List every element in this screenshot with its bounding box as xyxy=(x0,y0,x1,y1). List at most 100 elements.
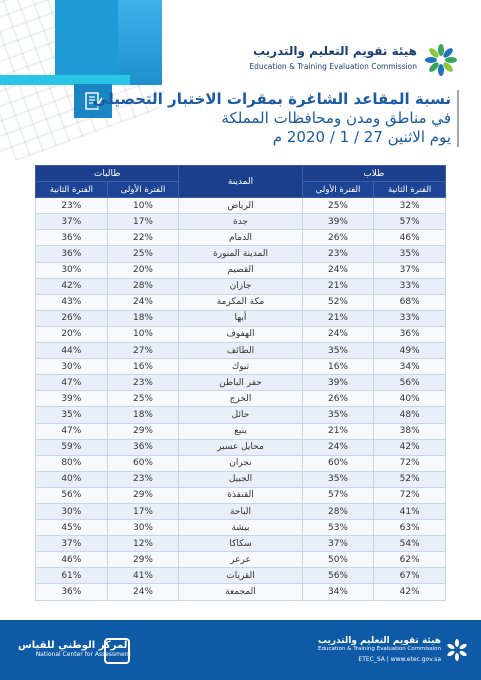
female-period2-cell: 42% xyxy=(35,277,108,295)
female-period2-cell: 30% xyxy=(35,502,108,521)
cyan-bar xyxy=(0,75,130,85)
table-row: 37% 12% سكاكا 37% 54% xyxy=(35,535,446,553)
title-line-3: يوم الاثنين 27 / 1 / 2020 م xyxy=(272,128,451,146)
male-period2-cell: 68% xyxy=(373,293,446,311)
male-period1-cell: 26% xyxy=(301,229,375,247)
female-period1-cell: 28% xyxy=(106,277,180,295)
male-period1-cell: 35% xyxy=(301,406,375,424)
male-period1-cell: 35% xyxy=(301,342,375,360)
female-period1-cell: 18% xyxy=(106,406,180,424)
female-period1-cell: 10% xyxy=(106,197,180,215)
title-line-1: نسبة المقاعد الشاغرة بمقرات الاختبار الت… xyxy=(92,90,451,108)
city-cell: أبها xyxy=(178,309,303,327)
table-row: 35% 18% حائل 35% 48% xyxy=(35,406,446,424)
table-row: 36% 24% المجمعة 34% 42% xyxy=(35,583,446,601)
vacancy-table: طالبات المدينة طلاب الفترة الثانية الفتر… xyxy=(34,164,447,601)
male-period2-cell: 54% xyxy=(373,535,446,553)
female-period2-cell: 36% xyxy=(35,583,108,601)
male-period1-cell: 35% xyxy=(301,470,375,488)
page-title: نسبة المقاعد الشاغرة بمقرات الاختبار الت… xyxy=(92,90,459,147)
table-row: 42% 28% جازان 21% 33% xyxy=(35,277,446,295)
male-period1-cell: 39% xyxy=(301,374,375,392)
table-row: 40% 23% الجبيل 35% 52% xyxy=(35,470,446,488)
male-period2-cell: 33% xyxy=(373,309,446,327)
document-icon xyxy=(74,84,112,118)
male-group-header: طلاب xyxy=(301,164,447,183)
male-period1-cell: 52% xyxy=(301,293,375,311)
etec-footer-branding: هيئة تقويم التعليم والتدريب Education & … xyxy=(318,636,441,663)
table-row: 61% 41% القريات 56% 67% xyxy=(35,567,446,585)
city-cell: جازان xyxy=(178,277,303,295)
footer: المركز الوطني للقياس National Center for… xyxy=(0,620,481,680)
male-period2-cell: 38% xyxy=(373,422,446,440)
male-period1-cell: 16% xyxy=(301,358,375,376)
table-row: 80% 60% نجران 60% 72% xyxy=(35,454,446,472)
female-period2-cell: 47% xyxy=(35,422,108,440)
female-period2-cell: 44% xyxy=(35,342,108,360)
city-cell: عرعر xyxy=(178,551,303,569)
female-period2-cell: 26% xyxy=(35,309,108,327)
male-period1-cell: 56% xyxy=(301,567,375,585)
city-cell: المجمعة xyxy=(178,583,303,601)
city-cell: جدة xyxy=(178,213,303,231)
city-cell: مكة المكرمة xyxy=(178,293,303,311)
table-row: 30% 16% تبوك 16% 34% xyxy=(35,358,446,376)
male-period2-cell: 49% xyxy=(373,342,446,360)
table-body: 23% 10% الرياض 25% 32% 37% 17% جدة 39% 57% 36% 22% ا… xyxy=(35,197,446,601)
male-period2-cell: 34% xyxy=(373,358,446,376)
female-period2-cell: 30% xyxy=(35,358,108,376)
city-cell: الهفوف xyxy=(178,325,303,344)
male-period2-cell: 46% xyxy=(373,229,446,247)
etec-footer-arabic: هيئة تقويم التعليم والتدريب xyxy=(317,636,441,646)
city-cell: حائل xyxy=(178,406,303,424)
city-cell: حفر الباطن xyxy=(178,374,303,392)
nca-english-text: National Center for Assessment xyxy=(35,651,131,658)
female-period2-cell: 37% xyxy=(35,213,108,231)
male-period2-cell: 62% xyxy=(373,551,446,569)
female-period1-cell: 60% xyxy=(106,454,180,472)
female-period1-cell: 12% xyxy=(106,535,180,553)
male-period1-cell: 50% xyxy=(301,551,375,569)
female-period2-cell: 43% xyxy=(35,293,108,311)
male-period2-cell: 67% xyxy=(373,567,446,585)
etec-footer-logo-icon xyxy=(447,639,467,661)
city-cell: نجران xyxy=(178,454,303,472)
male-period1-header: الفترة الأولى xyxy=(301,181,375,199)
female-period1-cell: 29% xyxy=(106,422,180,440)
city-cell: الخرج xyxy=(178,390,303,408)
city-cell: الجبيل xyxy=(178,470,303,488)
female-period1-cell: 25% xyxy=(106,245,180,263)
social-links[interactable]: ETEC_SA | www.etec.gov.sa xyxy=(358,656,441,663)
table-row: 59% 36% محايل عسير 24% 42% xyxy=(35,438,446,456)
male-period1-cell: 37% xyxy=(301,535,375,553)
male-period2-header: الفترة الثانية xyxy=(373,181,446,199)
male-period2-cell: 72% xyxy=(373,454,446,472)
female-period1-cell: 23% xyxy=(106,374,180,392)
city-cell: القصيم xyxy=(178,261,303,279)
blue-block-2 xyxy=(118,0,162,85)
table-row: 43% 24% مكة المكرمة 52% 68% xyxy=(35,293,446,311)
male-period1-cell: 60% xyxy=(301,454,375,472)
city-cell: تبوك xyxy=(178,358,303,376)
male-period1-cell: 24% xyxy=(301,261,375,279)
table-row: 36% 22% الدمام 26% 46% xyxy=(35,229,446,247)
female-period2-header: الفترة الثانية xyxy=(35,181,108,199)
female-period1-cell: 18% xyxy=(106,309,180,327)
male-period2-cell: 52% xyxy=(373,470,446,488)
etec-logo: هيئة تقويم التعليم والتدريب Education & … xyxy=(199,40,459,80)
female-period2-cell: 37% xyxy=(35,535,108,553)
header-decoration xyxy=(0,0,200,160)
female-period2-cell: 47% xyxy=(35,374,108,392)
female-period1-cell: 24% xyxy=(106,583,180,601)
male-period1-cell: 53% xyxy=(301,519,375,537)
female-period1-cell: 29% xyxy=(106,486,180,504)
male-period2-cell: 40% xyxy=(373,390,446,408)
table-row: 44% 27% الطائف 35% 49% xyxy=(35,342,446,360)
female-period1-cell: 30% xyxy=(106,519,180,537)
female-period2-cell: 36% xyxy=(35,229,108,247)
female-period2-cell: 59% xyxy=(35,438,108,456)
table-row: 20% 10% الهفوف 24% 36% xyxy=(35,325,446,344)
male-period1-cell: 26% xyxy=(301,390,375,408)
female-period2-cell: 45% xyxy=(35,519,108,537)
